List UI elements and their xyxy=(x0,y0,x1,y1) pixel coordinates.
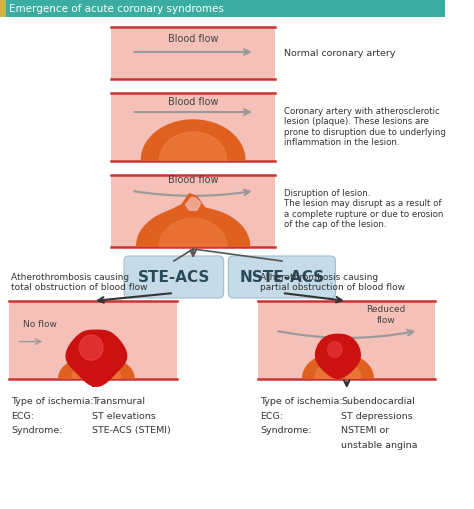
Polygon shape xyxy=(328,342,342,357)
Text: Coronary artery with atherosclerotic
lesion (plaque). These lesions are
prone to: Coronary artery with atherosclerotic les… xyxy=(284,107,446,147)
Polygon shape xyxy=(159,218,227,246)
Bar xyxy=(0,0,6,17)
Bar xyxy=(111,93,275,161)
Polygon shape xyxy=(165,194,221,216)
Polygon shape xyxy=(72,362,121,378)
Polygon shape xyxy=(160,132,227,160)
Polygon shape xyxy=(66,330,127,386)
Polygon shape xyxy=(316,334,360,378)
Text: NSTE-ACS: NSTE-ACS xyxy=(239,269,325,285)
Bar xyxy=(0,0,446,17)
Bar xyxy=(258,301,435,379)
Text: Subendocardial
ST depressions
NSTEMI or
unstable angina: Subendocardial ST depressions NSTEMI or … xyxy=(341,397,418,450)
Text: Blood flow: Blood flow xyxy=(168,175,219,185)
Bar xyxy=(111,27,275,79)
Bar xyxy=(9,301,177,379)
Polygon shape xyxy=(59,356,134,378)
FancyBboxPatch shape xyxy=(228,256,336,298)
Text: Atherothrombosis causing
total obstruction of blood flow: Atherothrombosis causing total obstructi… xyxy=(11,273,148,292)
Text: Atherothrombosis causing
partial obstruction of blood flow: Atherothrombosis causing partial obstruc… xyxy=(260,273,405,292)
FancyBboxPatch shape xyxy=(124,256,224,298)
Polygon shape xyxy=(315,360,361,378)
Text: Blood flow: Blood flow xyxy=(168,34,219,44)
Text: Reduced
flow: Reduced flow xyxy=(366,305,406,325)
Text: No flow: No flow xyxy=(23,320,56,329)
Text: Type of ischemia:
ECG:
Syndrome:: Type of ischemia: ECG: Syndrome: xyxy=(260,397,343,435)
Text: Emergence of acute coronary syndromes: Emergence of acute coronary syndromes xyxy=(9,4,224,14)
Text: Normal coronary artery: Normal coronary artery xyxy=(284,48,395,58)
Text: Blood flow: Blood flow xyxy=(168,97,219,107)
Polygon shape xyxy=(79,335,103,360)
Polygon shape xyxy=(141,120,245,160)
Bar xyxy=(111,175,275,247)
Text: STE-ACS: STE-ACS xyxy=(137,269,210,285)
Text: Type of ischemia:
ECG:
Syndrome:: Type of ischemia: ECG: Syndrome: xyxy=(11,397,94,435)
Text: Disruption of lesion.
The lesion may disrupt as a result of
a complete rupture o: Disruption of lesion. The lesion may dis… xyxy=(284,189,443,229)
Polygon shape xyxy=(303,353,373,378)
Text: Transmural
ST elevations
STE-ACS (STEMI): Transmural ST elevations STE-ACS (STEMI) xyxy=(92,397,171,435)
Polygon shape xyxy=(186,197,201,210)
Polygon shape xyxy=(137,208,249,246)
